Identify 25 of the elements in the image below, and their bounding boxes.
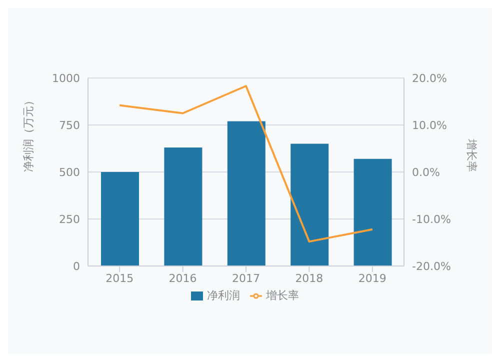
legend-label: 净利润 [207,289,240,302]
y-axis-title: 净利润（万元） [22,95,35,172]
y-tick-label: 1000 [52,72,80,85]
y2-tick-label: 0.0% [412,166,440,179]
y-tick-label: 0 [73,260,80,273]
y2-tick-label: -20.0% [412,260,451,273]
legend-label: 增长率 [266,289,299,302]
y2-tick-label: 20.0% [412,72,447,85]
y2-axis-title: 增长率 [465,138,478,172]
bar [227,121,266,266]
y-tick-label: 250 [59,212,80,226]
bar [101,172,139,266]
x-tick-label: 2019 [358,272,386,285]
y2-tick-label: 10.0% [412,118,447,132]
bar [290,144,329,266]
x-tick-label: 2016 [168,272,197,285]
y2-tick-label: -10.0% [412,212,451,226]
x-tick-label: 2018 [295,272,324,285]
x-tick-label: 2017 [232,272,260,285]
bar [354,158,392,266]
y-tick-label: 750 [59,118,80,132]
line-series [118,84,374,243]
x-tick-label: 2015 [106,272,134,285]
y-tick-label: 500 [59,166,80,179]
bar [164,148,202,266]
